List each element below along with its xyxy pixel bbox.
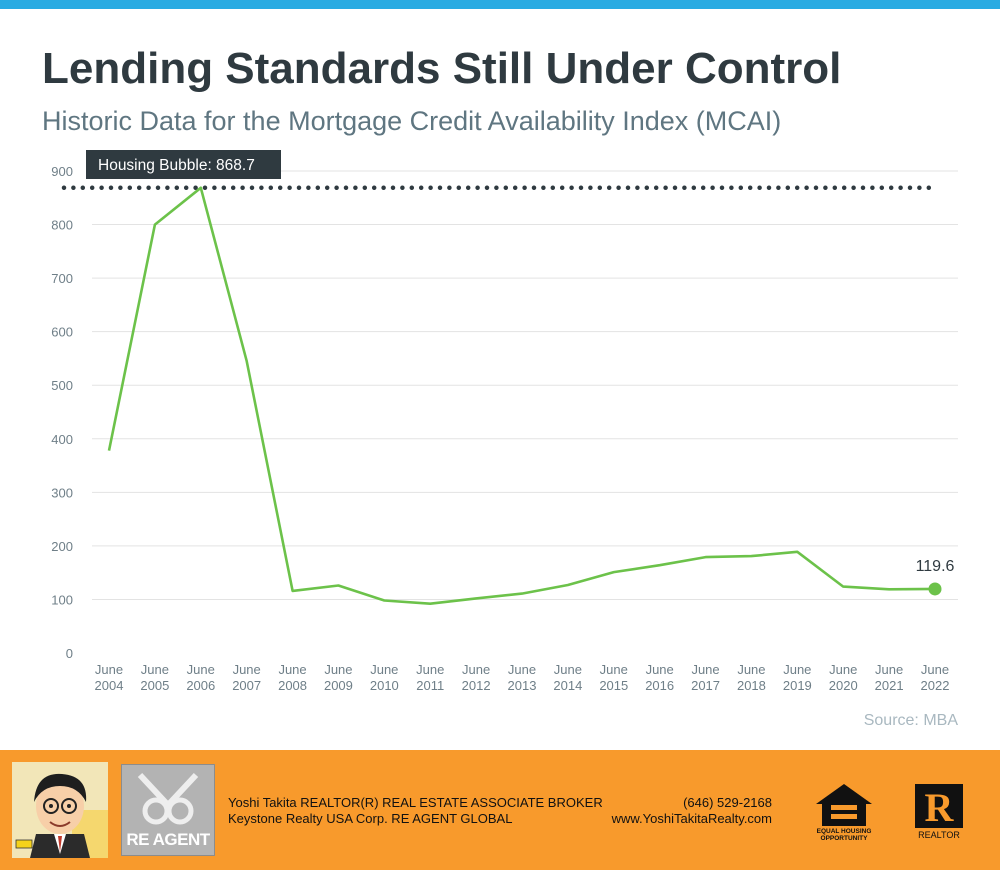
x-tick-label-year: 2019 bbox=[783, 678, 812, 693]
agent-info: Yoshi Takita REALTOR(R) REAL ESTATE ASSO… bbox=[228, 795, 603, 827]
x-tick-label-month: June bbox=[324, 662, 352, 677]
x-tick-label-month: June bbox=[416, 662, 444, 677]
x-tick-label-year: 2014 bbox=[553, 678, 582, 693]
phone-number: (646) 529-2168 bbox=[683, 795, 772, 810]
x-tick-label-month: June bbox=[600, 662, 628, 677]
y-tick-label: 700 bbox=[51, 271, 73, 286]
agent-name-line: Yoshi Takita REALTOR(R) REAL ESTATE ASSO… bbox=[228, 795, 603, 810]
x-tick-label-year: 2013 bbox=[508, 678, 537, 693]
x-tick-label-year: 2017 bbox=[691, 678, 720, 693]
x-tick-label-year: 2011 bbox=[416, 678, 444, 693]
x-tick-label-month: June bbox=[554, 662, 582, 677]
x-tick-label-year: 2009 bbox=[324, 678, 353, 693]
series-line bbox=[107, 186, 936, 606]
y-tick-label: 300 bbox=[51, 485, 73, 500]
y-tick-label: 500 bbox=[51, 378, 73, 393]
x-tick-label-year: 2018 bbox=[737, 678, 766, 693]
y-tick-label: 0 bbox=[66, 646, 73, 661]
realtor-logo-icon: R REALTOR bbox=[912, 782, 966, 840]
y-tick-label: 400 bbox=[51, 432, 73, 447]
x-tick-label-month: June bbox=[462, 662, 490, 677]
x-tick-label-month: June bbox=[875, 662, 903, 677]
re-agent-logo: RE AGENT bbox=[121, 764, 215, 856]
y-tick-label: 100 bbox=[51, 592, 73, 607]
reference-callout-box bbox=[86, 150, 281, 179]
agent-company-line: Keystone Realty USA Corp. RE AGENT GLOBA… bbox=[228, 811, 513, 826]
x-tick-label-month: June bbox=[691, 662, 719, 677]
x-tick-label-month: June bbox=[187, 662, 215, 677]
x-tick-label-year: 2015 bbox=[599, 678, 628, 693]
y-tick-label: 900 bbox=[51, 164, 73, 179]
re-agent-logo-text: RE AGENT bbox=[126, 830, 210, 849]
x-tick-label-month: June bbox=[646, 662, 674, 677]
x-tick-label-month: June bbox=[829, 662, 857, 677]
x-tick-label-month: June bbox=[278, 662, 306, 677]
equal-housing-icon: EQUAL HOUSING OPPORTUNITY bbox=[812, 778, 876, 842]
x-tick-label-year: 2010 bbox=[370, 678, 399, 693]
agent-caricature-photo bbox=[12, 762, 108, 858]
x-tick-label-month: June bbox=[95, 662, 123, 677]
eho-line2: OPPORTUNITY bbox=[821, 835, 869, 842]
line-chart: 0100200300400500600700800900June2004June… bbox=[51, 150, 958, 693]
x-tick-label-year: 2016 bbox=[645, 678, 674, 693]
realtor-logo-letter: R bbox=[925, 785, 955, 830]
y-tick-label: 600 bbox=[51, 325, 73, 340]
x-tick-label-year: 2007 bbox=[232, 678, 261, 693]
x-tick-label-year: 2012 bbox=[462, 678, 491, 693]
x-tick-label-year: 2006 bbox=[186, 678, 215, 693]
end-point-marker bbox=[928, 582, 942, 596]
chart-subtitle: Historic Data for the Mortgage Credit Av… bbox=[42, 106, 782, 136]
x-tick-label-year: 2005 bbox=[140, 678, 169, 693]
x-tick-label-year: 2021 bbox=[875, 678, 904, 693]
x-tick-label-year: 2004 bbox=[95, 678, 124, 693]
x-tick-label-month: June bbox=[370, 662, 398, 677]
x-tick-label-year: 2022 bbox=[921, 678, 950, 693]
reference-callout-label: Housing Bubble: 868.7 bbox=[98, 157, 255, 174]
x-tick-label-year: 2008 bbox=[278, 678, 307, 693]
x-tick-label-month: June bbox=[783, 662, 811, 677]
x-tick-label-month: June bbox=[921, 662, 949, 677]
contact-info: (646) 529-2168 www.YoshiTakitaRealty.com bbox=[600, 795, 772, 827]
realtor-logo-text: REALTOR bbox=[918, 830, 960, 840]
x-tick-label-month: June bbox=[508, 662, 536, 677]
footer-banner: RE AGENT Yoshi Takita REALTOR(R) REAL ES… bbox=[0, 750, 1000, 870]
eho-line1: EQUAL HOUSING bbox=[817, 828, 872, 835]
end-value-label: 119.6 bbox=[916, 558, 955, 575]
x-tick-label-month: June bbox=[737, 662, 765, 677]
x-tick-label-month: June bbox=[141, 662, 169, 677]
chart-title: Lending Standards Still Under Control bbox=[42, 44, 842, 93]
x-tick-label-year: 2020 bbox=[829, 678, 858, 693]
website-link[interactable]: www.YoshiTakitaRealty.com bbox=[611, 811, 772, 826]
y-tick-label: 800 bbox=[51, 218, 73, 233]
y-tick-label: 200 bbox=[51, 539, 73, 554]
top-accent-bar bbox=[0, 0, 1000, 9]
x-tick-label-month: June bbox=[233, 662, 261, 677]
source-note: Source: MBA bbox=[863, 712, 958, 729]
